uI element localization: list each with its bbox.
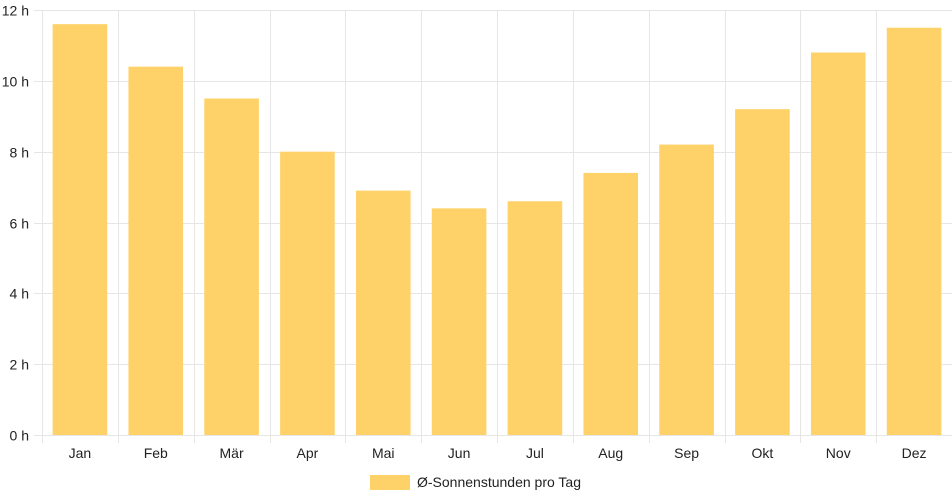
bar-aug[interactable] (583, 172, 639, 435)
x-tick-label: Jul (526, 445, 544, 461)
x-tick-label: Jun (448, 445, 471, 461)
y-tick-label: 4 h (10, 286, 29, 302)
bars-layer (52, 24, 942, 436)
x-tick-label: Okt (752, 445, 774, 461)
x-tick-label: Dez (902, 445, 927, 461)
y-tick-label: 8 h (10, 145, 29, 161)
y-tick-label: 10 h (2, 74, 29, 90)
x-axis-ticks: Jan Feb Mär Apr Mai Jun Jul Aug Sep Okt Nov Dez (69, 445, 927, 461)
chart-legend[interactable]: Ø-Sonnenstunden pro Tag (370, 474, 581, 490)
x-tick-label: Aug (598, 445, 623, 461)
bar-okt[interactable] (735, 109, 790, 436)
bar-feb[interactable] (128, 66, 184, 436)
x-tick-label: Nov (826, 445, 851, 461)
bar-apr[interactable] (280, 151, 335, 435)
y-tick-label: 0 h (10, 428, 29, 444)
y-tick-label: 6 h (10, 216, 29, 232)
y-tick-label: 12 h (2, 3, 29, 19)
grid-layer (34, 10, 952, 443)
bar-mai[interactable] (355, 190, 411, 435)
bar-jun[interactable] (431, 208, 487, 435)
bar-mär[interactable] (204, 98, 259, 436)
x-tick-label: Mär (220, 445, 244, 461)
x-tick-label: Apr (297, 445, 319, 461)
bar-nov[interactable] (810, 52, 866, 436)
bar-jan[interactable] (52, 24, 108, 436)
bar-sep[interactable] (659, 144, 714, 436)
bar-dez[interactable] (886, 27, 942, 435)
legend-swatch (370, 475, 410, 490)
y-tick-label: 2 h (10, 357, 29, 373)
x-tick-label: Mai (372, 445, 395, 461)
x-tick-label: Sep (674, 445, 699, 461)
y-axis-ticks: 0 h 2 h 4 h 6 h 8 h 10 h 12 h (2, 3, 29, 444)
x-tick-label: Jan (69, 445, 92, 461)
x-tick-label: Feb (144, 445, 168, 461)
legend-label: Ø-Sonnenstunden pro Tag (417, 474, 581, 490)
bar-jul[interactable] (507, 201, 563, 435)
